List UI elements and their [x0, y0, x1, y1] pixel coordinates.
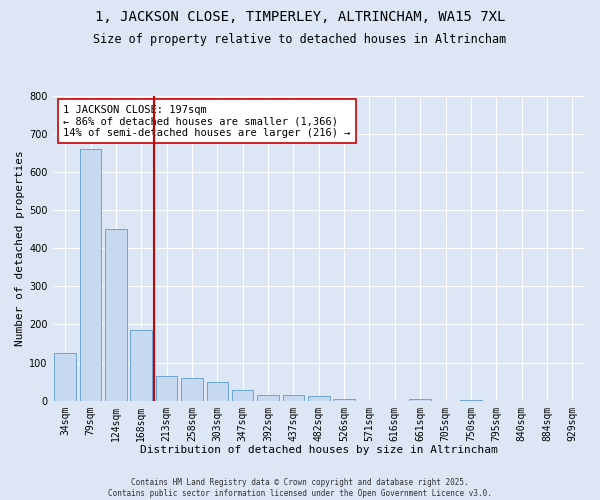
- Bar: [308, 396, 329, 400]
- Bar: [55, 353, 76, 401]
- Bar: [80, 149, 101, 401]
- Bar: [181, 378, 203, 400]
- Text: Contains HM Land Registry data © Crown copyright and database right 2025.
Contai: Contains HM Land Registry data © Crown c…: [108, 478, 492, 498]
- Text: 1 JACKSON CLOSE: 197sqm
← 86% of detached houses are smaller (1,366)
14% of semi: 1 JACKSON CLOSE: 197sqm ← 86% of detache…: [63, 104, 350, 138]
- Text: Size of property relative to detached houses in Altrincham: Size of property relative to detached ho…: [94, 32, 506, 46]
- Bar: [156, 376, 178, 400]
- X-axis label: Distribution of detached houses by size in Altrincham: Distribution of detached houses by size …: [140, 445, 497, 455]
- Bar: [105, 229, 127, 400]
- Text: 1, JACKSON CLOSE, TIMPERLEY, ALTRINCHAM, WA15 7XL: 1, JACKSON CLOSE, TIMPERLEY, ALTRINCHAM,…: [95, 10, 505, 24]
- Bar: [409, 399, 431, 400]
- Bar: [130, 330, 152, 400]
- Bar: [334, 399, 355, 400]
- Y-axis label: Number of detached properties: Number of detached properties: [15, 150, 25, 346]
- Bar: [232, 390, 253, 400]
- Bar: [206, 382, 228, 400]
- Bar: [257, 395, 279, 400]
- Bar: [283, 395, 304, 400]
